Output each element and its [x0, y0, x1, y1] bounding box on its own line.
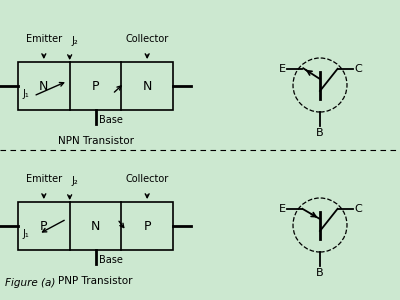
- Text: Emitter: Emitter: [26, 174, 62, 184]
- Bar: [18, 62, 173, 110]
- Text: J₂: J₂: [72, 36, 78, 46]
- Text: Collector: Collector: [126, 34, 169, 44]
- Text: B: B: [316, 128, 324, 138]
- Text: J₂: J₂: [72, 176, 78, 186]
- Text: P: P: [40, 220, 48, 232]
- Text: P: P: [144, 220, 151, 232]
- Text: J₁: J₁: [22, 229, 29, 239]
- Text: C: C: [354, 64, 362, 74]
- Text: N: N: [142, 80, 152, 92]
- Text: Base: Base: [98, 115, 122, 125]
- Text: Collector: Collector: [126, 174, 169, 184]
- Text: E: E: [278, 204, 286, 214]
- Text: NPN Transistor: NPN Transistor: [58, 136, 134, 146]
- Text: Base: Base: [98, 255, 122, 265]
- Text: P: P: [92, 80, 99, 92]
- Text: C: C: [354, 204, 362, 214]
- Text: J₁: J₁: [22, 89, 29, 99]
- Text: N: N: [91, 220, 100, 232]
- Text: B: B: [316, 268, 324, 278]
- Text: PNP Transistor: PNP Transistor: [58, 276, 133, 286]
- Text: Figure (a): Figure (a): [5, 278, 55, 288]
- Bar: [18, 202, 173, 250]
- Text: E: E: [278, 64, 286, 74]
- Text: N: N: [39, 80, 48, 92]
- Text: Emitter: Emitter: [26, 34, 62, 44]
